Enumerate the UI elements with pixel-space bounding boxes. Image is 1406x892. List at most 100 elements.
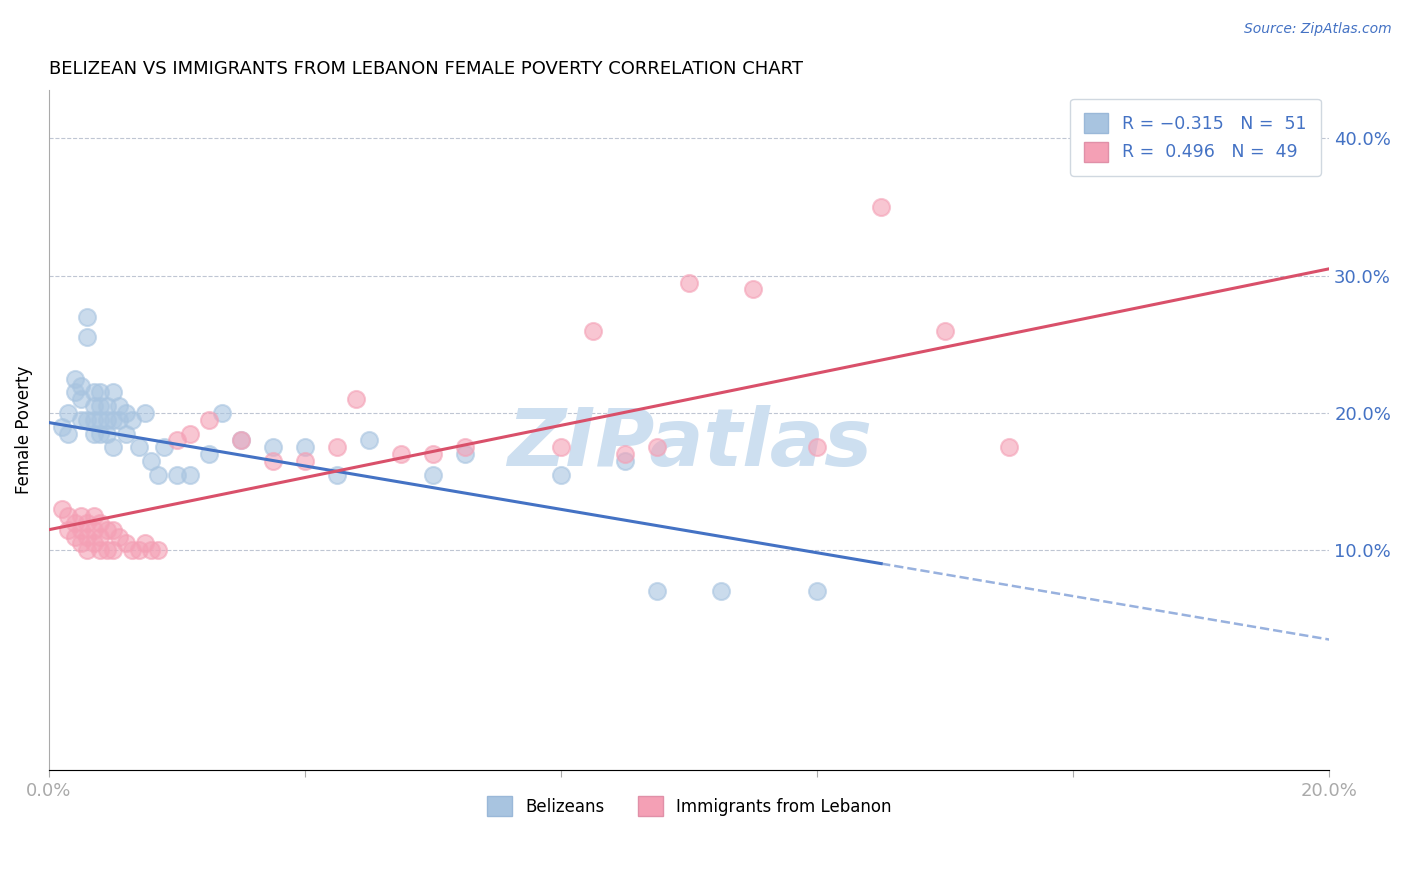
Point bbox=[63, 530, 86, 544]
Point bbox=[198, 413, 221, 427]
Point bbox=[211, 406, 233, 420]
Point bbox=[357, 434, 380, 448]
Point bbox=[51, 419, 73, 434]
Point bbox=[108, 399, 131, 413]
Point bbox=[614, 454, 637, 468]
Point bbox=[141, 543, 163, 558]
Point bbox=[63, 385, 86, 400]
Point bbox=[179, 467, 201, 482]
Point bbox=[70, 523, 93, 537]
Point bbox=[262, 440, 284, 454]
Point bbox=[76, 516, 98, 530]
Point bbox=[114, 536, 136, 550]
Point bbox=[83, 536, 105, 550]
Point bbox=[614, 447, 637, 461]
Point bbox=[89, 399, 111, 413]
Point bbox=[645, 584, 668, 599]
Point bbox=[108, 413, 131, 427]
Point bbox=[96, 426, 118, 441]
Point bbox=[998, 440, 1021, 454]
Point bbox=[89, 385, 111, 400]
Point bbox=[742, 282, 765, 296]
Point bbox=[389, 447, 412, 461]
Point bbox=[454, 447, 477, 461]
Point bbox=[70, 413, 93, 427]
Point bbox=[128, 440, 150, 454]
Point bbox=[146, 467, 169, 482]
Point bbox=[70, 392, 93, 407]
Point bbox=[56, 508, 79, 523]
Legend: Belizeans, Immigrants from Lebanon: Belizeans, Immigrants from Lebanon bbox=[479, 789, 898, 822]
Point bbox=[710, 584, 733, 599]
Point bbox=[83, 508, 105, 523]
Point bbox=[166, 467, 188, 482]
Point bbox=[101, 543, 124, 558]
Point bbox=[121, 543, 143, 558]
Point bbox=[56, 406, 79, 420]
Point bbox=[89, 413, 111, 427]
Point bbox=[806, 584, 828, 599]
Point bbox=[108, 530, 131, 544]
Point bbox=[179, 426, 201, 441]
Point bbox=[89, 530, 111, 544]
Point bbox=[128, 543, 150, 558]
Point bbox=[76, 543, 98, 558]
Point bbox=[56, 523, 79, 537]
Point bbox=[76, 413, 98, 427]
Point bbox=[83, 523, 105, 537]
Point bbox=[114, 406, 136, 420]
Point bbox=[141, 454, 163, 468]
Point bbox=[294, 440, 316, 454]
Point bbox=[645, 440, 668, 454]
Point bbox=[56, 426, 79, 441]
Y-axis label: Female Poverty: Female Poverty bbox=[15, 366, 32, 494]
Point bbox=[454, 440, 477, 454]
Point bbox=[51, 502, 73, 516]
Point bbox=[229, 434, 252, 448]
Point bbox=[70, 378, 93, 392]
Point bbox=[806, 440, 828, 454]
Point bbox=[83, 399, 105, 413]
Point bbox=[101, 440, 124, 454]
Point bbox=[550, 467, 572, 482]
Point bbox=[153, 440, 176, 454]
Point bbox=[96, 523, 118, 537]
Point bbox=[101, 523, 124, 537]
Point bbox=[121, 413, 143, 427]
Point bbox=[262, 454, 284, 468]
Point bbox=[114, 426, 136, 441]
Point bbox=[326, 467, 349, 482]
Point bbox=[198, 447, 221, 461]
Point bbox=[76, 530, 98, 544]
Point bbox=[89, 543, 111, 558]
Point bbox=[63, 371, 86, 385]
Text: Source: ZipAtlas.com: Source: ZipAtlas.com bbox=[1244, 22, 1392, 37]
Point bbox=[83, 413, 105, 427]
Point bbox=[934, 324, 956, 338]
Point bbox=[166, 434, 188, 448]
Point bbox=[146, 543, 169, 558]
Point bbox=[422, 447, 444, 461]
Point bbox=[96, 413, 118, 427]
Point bbox=[326, 440, 349, 454]
Point bbox=[101, 413, 124, 427]
Point bbox=[101, 385, 124, 400]
Point bbox=[96, 543, 118, 558]
Point bbox=[83, 385, 105, 400]
Point bbox=[96, 399, 118, 413]
Point bbox=[70, 536, 93, 550]
Point bbox=[550, 440, 572, 454]
Point bbox=[229, 434, 252, 448]
Point bbox=[83, 426, 105, 441]
Point bbox=[76, 330, 98, 344]
Text: ZIPatlas: ZIPatlas bbox=[506, 405, 872, 483]
Point bbox=[294, 454, 316, 468]
Point bbox=[678, 276, 700, 290]
Point bbox=[134, 536, 156, 550]
Point bbox=[134, 406, 156, 420]
Point bbox=[422, 467, 444, 482]
Point bbox=[870, 200, 893, 214]
Text: BELIZEAN VS IMMIGRANTS FROM LEBANON FEMALE POVERTY CORRELATION CHART: BELIZEAN VS IMMIGRANTS FROM LEBANON FEMA… bbox=[49, 60, 803, 78]
Point bbox=[63, 516, 86, 530]
Point bbox=[76, 310, 98, 324]
